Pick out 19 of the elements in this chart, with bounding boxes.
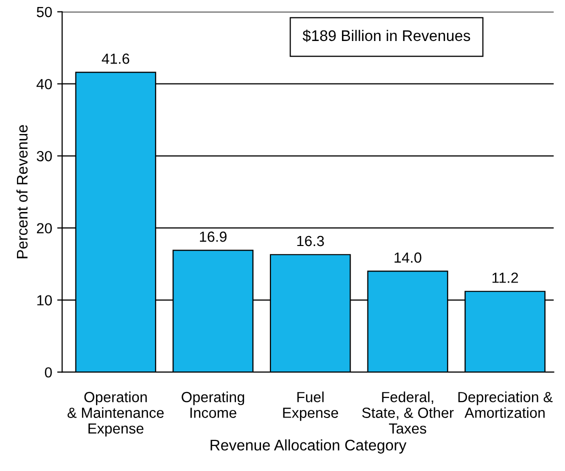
y-tick-label: 30: [36, 151, 52, 162]
x-tick-label: Depreciation & Amortization: [458, 392, 553, 418]
x-tick-label: Operating Income: [182, 392, 244, 418]
x-axis-title: Revenue Allocation Category: [210, 439, 406, 454]
x-tick-label: Federal, State, & Other Taxes: [362, 392, 454, 434]
data-label: 16.9: [200, 232, 227, 242]
data-label: 11.2: [492, 272, 518, 283]
data-label: 41.6: [102, 54, 130, 64]
data-label: 16.3: [297, 236, 324, 246]
y-tick-label: 0: [44, 367, 52, 378]
x-tick-label: Operation & Maintenance Expense: [68, 392, 164, 437]
data-label: 14.0: [394, 252, 422, 263]
y-tick-label: 50: [36, 6, 52, 18]
y-axis-title: Percent of Revenue: [16, 125, 28, 258]
x-tick-label: Fuel Expense: [283, 392, 338, 421]
annotation: $189 Billion in Revenues: [302, 30, 470, 42]
y-tick-label: 20: [36, 223, 52, 234]
y-tick-label: 10: [37, 295, 52, 306]
y-tick-label: 40: [36, 78, 52, 90]
